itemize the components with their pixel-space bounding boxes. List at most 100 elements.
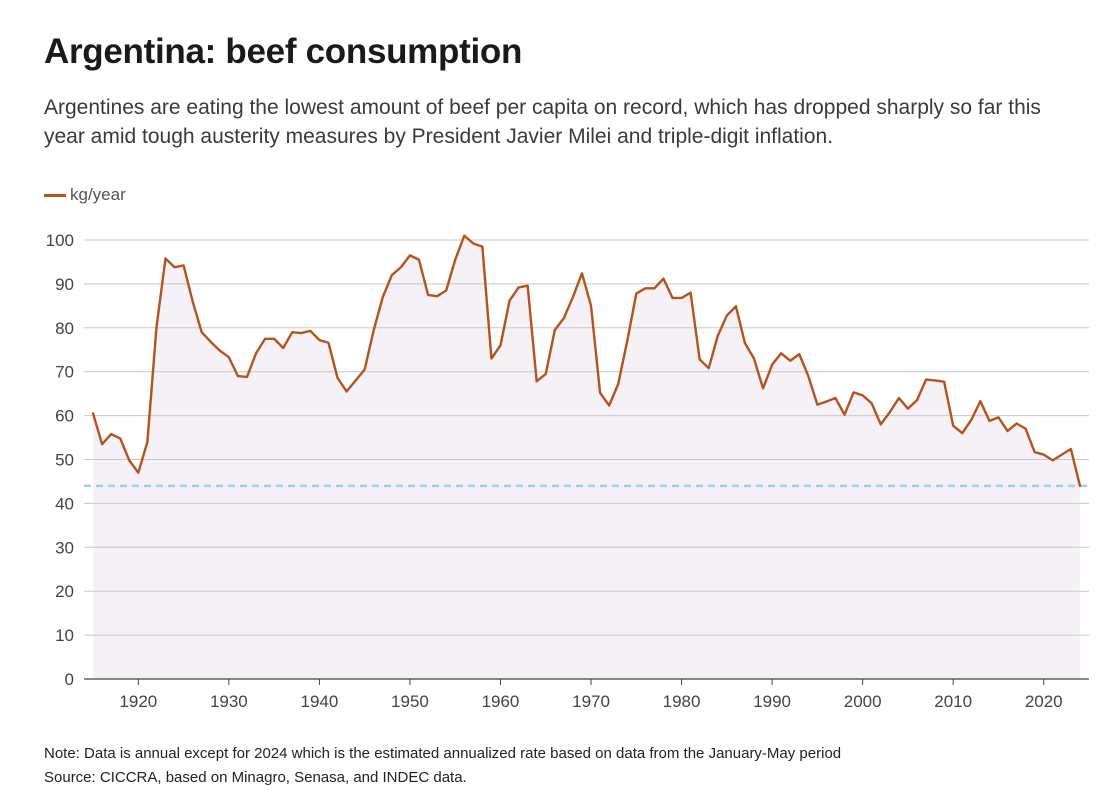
area-fill [93, 235, 1080, 680]
x-tick-label: 1930 [210, 692, 248, 711]
page-subtitle: Argentines are eating the lowest amount … [44, 96, 1041, 148]
data-point [481, 245, 483, 247]
data-point [689, 291, 691, 293]
data-point [708, 367, 710, 369]
data-point [201, 331, 203, 333]
data-point [146, 441, 148, 443]
x-tick-label: 2000 [844, 692, 882, 711]
data-point [545, 373, 547, 375]
data-point [128, 459, 130, 461]
data-point [871, 402, 873, 404]
data-point [1006, 430, 1008, 432]
x-tick-label: 1990 [753, 692, 791, 711]
data-point [644, 287, 646, 289]
data-point [590, 305, 592, 307]
data-point [825, 400, 827, 402]
x-tick-label: 2020 [1025, 692, 1063, 711]
data-point [961, 432, 963, 434]
data-point [988, 420, 990, 422]
data-point [309, 330, 311, 332]
data-point [1070, 448, 1072, 450]
beef-consumption-chart: 0 10 20 30 40 50 60 70 80 90 100 1920 1930 1940 1950 19… [46, 231, 1089, 711]
data-point [698, 358, 700, 360]
y-tick-label: 90 [55, 275, 74, 294]
y-tick-label: 30 [55, 538, 74, 557]
data-point [626, 340, 628, 342]
data-point [155, 327, 157, 329]
y-tick-label: 40 [55, 494, 74, 513]
data-point [400, 266, 402, 268]
data-point [318, 339, 320, 341]
data-point [898, 397, 900, 399]
data-point [110, 433, 112, 435]
x-tick-label: 1950 [391, 692, 429, 711]
data-point [816, 403, 818, 405]
data-point [327, 342, 329, 344]
data-point [934, 379, 936, 381]
y-tick-label: 0 [65, 670, 74, 689]
y-tick-label: 100 [46, 231, 74, 250]
data-point [191, 300, 193, 302]
data-point [780, 352, 782, 354]
page-title: Argentina: beef consumption [44, 32, 523, 71]
chart-legend: kg/year [44, 185, 126, 205]
data-point [762, 387, 764, 389]
legend-label: kg/year [70, 185, 126, 204]
data-point [617, 383, 619, 385]
data-point [943, 381, 945, 383]
data-point [237, 375, 239, 377]
data-point [255, 352, 257, 354]
data-point [1052, 459, 1054, 461]
data-point [554, 329, 556, 331]
data-point [1015, 422, 1017, 424]
data-point [517, 286, 519, 288]
series-line [91, 234, 1082, 488]
data-point [735, 305, 737, 307]
data-point [970, 419, 972, 421]
data-point [92, 412, 94, 414]
data-point [490, 357, 492, 359]
data-point [834, 397, 836, 399]
data-point [789, 360, 791, 362]
data-point [861, 394, 863, 396]
x-tick-label: 2010 [934, 692, 972, 711]
data-point [291, 331, 293, 333]
data-point [1033, 451, 1035, 453]
data-point [726, 314, 728, 316]
data-point [282, 347, 284, 349]
data-point [526, 284, 528, 286]
data-point [798, 353, 800, 355]
data-point [463, 234, 465, 236]
data-point [210, 341, 212, 343]
data-point [173, 266, 175, 268]
data-point [889, 411, 891, 413]
data-point [952, 424, 954, 426]
data-point [608, 404, 610, 406]
data-point [581, 272, 583, 274]
data-point [300, 332, 302, 334]
data-point [454, 259, 456, 261]
data-point [264, 338, 266, 340]
data-point [635, 292, 637, 294]
data-point [572, 296, 574, 298]
data-point [997, 416, 999, 418]
y-tick-label: 20 [55, 582, 74, 601]
data-point [182, 264, 184, 266]
data-point [427, 294, 429, 296]
data-point [907, 407, 909, 409]
data-point [662, 277, 664, 279]
data-point [409, 254, 411, 256]
data-point [508, 299, 510, 301]
data-point [1061, 453, 1063, 455]
chart-footer: Note: Data is annual except for 2024 whi… [44, 742, 841, 790]
x-tick-label: 1940 [300, 692, 338, 711]
x-tick-label: 1970 [572, 692, 610, 711]
data-point [753, 357, 755, 359]
data-point [744, 342, 746, 344]
data-point [273, 338, 275, 340]
data-point [345, 390, 347, 392]
data-point [717, 335, 719, 337]
data-point [843, 414, 845, 416]
data-point [418, 259, 420, 261]
data-point [472, 242, 474, 244]
